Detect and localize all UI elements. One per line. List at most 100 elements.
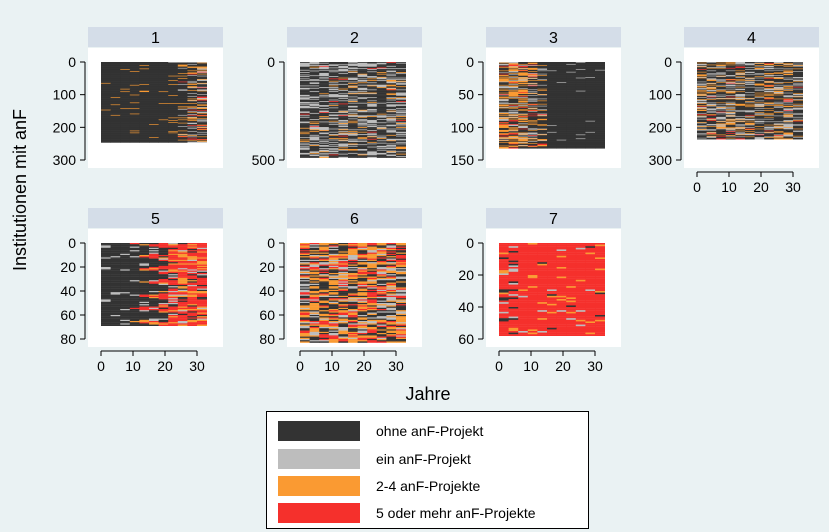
- sequence-cell: [129, 66, 140, 68]
- sequence-cell: [357, 66, 368, 68]
- sequence-cell: [319, 127, 330, 129]
- sequence-cell: [697, 89, 707, 91]
- sequence-cell: [187, 97, 198, 99]
- sequence-cell: [585, 90, 596, 92]
- sequence-cell: [357, 77, 368, 79]
- sequence-cell: [309, 66, 320, 68]
- sequence-cell: [149, 83, 159, 85]
- sequence-cell: [149, 69, 159, 71]
- sequence-cell: [386, 63, 397, 65]
- sequence-cell: [585, 124, 596, 126]
- sequence-cell: [300, 72, 310, 74]
- sequence-cell: [386, 110, 397, 112]
- sequence-cell: [537, 113, 548, 115]
- sequence-cell: [706, 73, 717, 75]
- sequence-cell: [585, 114, 596, 116]
- sequence-cell: [793, 92, 803, 94]
- sequence-cell: [527, 114, 538, 116]
- sequence-cell: [177, 94, 188, 96]
- sequence-cell: [793, 70, 803, 72]
- sequence-cell: [754, 67, 765, 69]
- sequence-cell: [396, 105, 406, 107]
- sequence-cell: [745, 71, 755, 73]
- sequence-cell: [338, 121, 349, 123]
- sequence-cell: [575, 93, 586, 95]
- sequence-cell: [575, 90, 586, 92]
- sequence-cell: [396, 148, 406, 150]
- sequence-cell: [376, 132, 387, 134]
- sequence-cell: [357, 122, 368, 124]
- sequence-cell: [386, 78, 397, 80]
- sequence-cell: [585, 144, 596, 146]
- sequence-cell: [706, 78, 717, 80]
- sequence-cell: [367, 150, 378, 152]
- sequence-cell: [706, 67, 717, 69]
- sequence-cell: [386, 117, 397, 119]
- sequence-cell: [197, 106, 207, 108]
- sequence-cell: [754, 66, 765, 68]
- sequence-cell: [783, 82, 794, 84]
- sequence-cell: [376, 142, 387, 144]
- sequence-cell: [537, 139, 548, 141]
- sequence-cell: [745, 68, 755, 70]
- sequence-cell: [376, 121, 387, 123]
- sequence-cell: [537, 107, 548, 109]
- sequence-cell: [367, 72, 378, 74]
- sequence-cell: [197, 72, 207, 74]
- sequence-cell: [319, 132, 330, 134]
- sequence-cell: [585, 101, 596, 103]
- sequence-cell: [300, 94, 310, 96]
- sequence-cell: [328, 154, 339, 156]
- sequence-cell: [376, 69, 387, 71]
- sequence-cell: [328, 107, 339, 109]
- sequence-cell: [537, 146, 548, 148]
- sequence-cell: [697, 95, 707, 97]
- sequence-cell: [158, 67, 169, 69]
- sequence-cell: [537, 102, 548, 104]
- sequence-cell: [508, 108, 519, 110]
- sequence-cell: [566, 110, 577, 112]
- sequence-cell: [129, 107, 140, 109]
- sequence-cell: [566, 116, 577, 118]
- sequence-cell: [120, 125, 131, 127]
- sequence-cell: [376, 127, 387, 129]
- sequence-cell: [129, 118, 140, 120]
- sequence-cell: [319, 96, 330, 98]
- sequence-cell: [508, 105, 519, 107]
- sequence-cell: [110, 107, 121, 109]
- sequence-cell: [348, 72, 358, 74]
- sequence-cell: [101, 109, 111, 111]
- sequence-cell: [319, 72, 330, 74]
- sequence-cell: [585, 147, 596, 149]
- sequence-cell: [396, 97, 406, 99]
- sequence-cell: [566, 104, 577, 106]
- sequence-cell: [566, 123, 577, 125]
- sequence-cell: [319, 94, 330, 96]
- sequence-cell: [309, 153, 320, 155]
- sequence-cell: [518, 79, 529, 81]
- sequence-cell: [793, 85, 803, 87]
- sequence-cell: [508, 111, 519, 112]
- sequence-cell: [367, 112, 378, 114]
- sequence-cell: [537, 139, 548, 141]
- sequence-cell: [697, 63, 707, 65]
- sequence-cell: [547, 125, 557, 127]
- sequence-cell: [566, 90, 577, 92]
- sequence-cell: [168, 111, 179, 113]
- sequence-cell: [585, 135, 596, 137]
- sequence-cell: [120, 66, 131, 68]
- sequence-cell: [585, 80, 596, 82]
- sequence-cell: [110, 117, 121, 119]
- sequence-cell: [754, 78, 765, 80]
- sequence-cell: [527, 104, 538, 106]
- sequence-cell: [499, 139, 509, 141]
- sequence-cell: [508, 76, 519, 78]
- sequence-cell: [110, 141, 121, 143]
- sequence-cell: [338, 88, 349, 90]
- sequence-cell: [149, 116, 159, 118]
- sequence-cell: [595, 112, 605, 114]
- sequence-cell: [697, 99, 707, 101]
- sequence-cell: [396, 81, 406, 83]
- sequence-cell: [386, 128, 397, 130]
